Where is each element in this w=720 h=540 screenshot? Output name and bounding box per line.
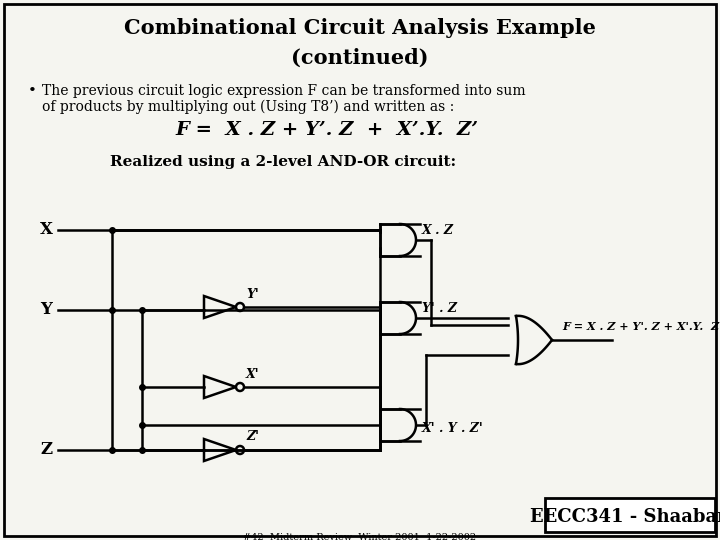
Text: The previous circuit logic expression F can be transformed into sum: The previous circuit logic expression F … <box>42 84 526 98</box>
Text: #42  Midterm Review  Winter 2001  1-22-2002: #42 Midterm Review Winter 2001 1-22-2002 <box>243 532 477 540</box>
Text: F =  X . Z + Y’. Z  +  X’.Y.  Z’: F = X . Z + Y’. Z + X’.Y. Z’ <box>175 121 478 139</box>
Text: X: X <box>40 221 53 239</box>
Text: •: • <box>28 84 37 98</box>
Bar <box>545 498 715 532</box>
Text: Y': Y' <box>246 287 258 300</box>
Text: Y' . Z: Y' . Z <box>422 301 457 314</box>
Text: of products by multiplying out (Using T8’) and written as :: of products by multiplying out (Using T8… <box>42 100 454 114</box>
Text: F = X . Z + Y'. Z + X'.Y.  Z': F = X . Z + Y'. Z + X'.Y. Z' <box>562 321 720 332</box>
Text: (continued): (continued) <box>292 48 428 68</box>
Text: EECC341 - Shaaban: EECC341 - Shaaban <box>530 508 720 526</box>
Text: Combinational Circuit Analysis Example: Combinational Circuit Analysis Example <box>124 18 596 38</box>
Text: Z: Z <box>40 442 52 458</box>
Text: X . Z: X . Z <box>422 224 454 237</box>
Text: X' . Y . Z': X' . Y . Z' <box>422 422 484 435</box>
Text: X': X' <box>246 368 260 381</box>
Text: Y: Y <box>40 301 52 319</box>
Text: Realized using a 2-level AND-OR circuit:: Realized using a 2-level AND-OR circuit: <box>110 155 456 169</box>
Text: Z': Z' <box>246 430 259 443</box>
